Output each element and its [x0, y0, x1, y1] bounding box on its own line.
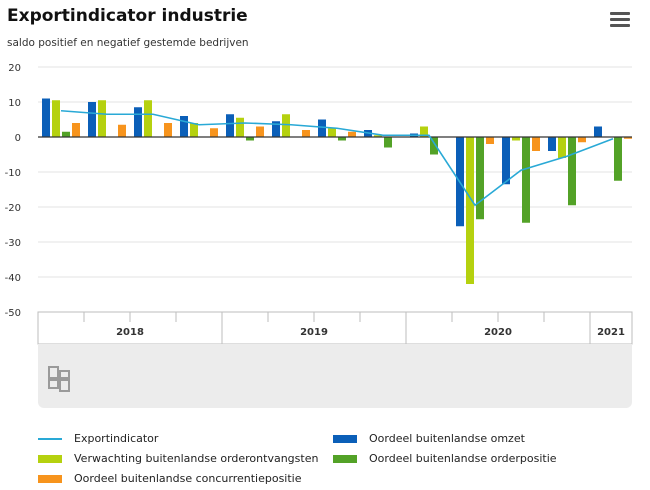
bar-verwachting[interactable]	[190, 123, 198, 137]
menu-bar	[610, 18, 630, 21]
legend-label: Exportindicator	[74, 432, 159, 445]
legend-item-orderpositie[interactable]: Oordeel buitenlandse orderpositie	[333, 452, 557, 465]
legend-item-omzet[interactable]: Oordeel buitenlandse omzet	[333, 432, 525, 445]
bar-orderpositie[interactable]	[338, 137, 346, 141]
bar-verwachting[interactable]	[282, 114, 290, 137]
bar-concurrentie[interactable]	[118, 124, 126, 137]
bar-verwachting[interactable]	[420, 126, 428, 138]
bar-concurrentie[interactable]	[348, 131, 356, 137]
year-label: 2018	[116, 327, 144, 338]
bar-verwachting[interactable]	[558, 137, 566, 158]
bar-orderpositie[interactable]	[62, 131, 70, 137]
legend-label: Verwachting buitenlandse orderontvangste…	[74, 452, 319, 465]
x-axis-band	[37, 311, 633, 345]
year-label: 2021	[597, 327, 625, 338]
bar-orderpositie[interactable]	[430, 137, 438, 155]
bar-verwachting[interactable]	[144, 100, 152, 137]
bar-omzet[interactable]	[548, 137, 556, 151]
bar-omzet[interactable]	[594, 126, 602, 138]
exportindicator-line[interactable]	[60, 109, 614, 207]
y-tick-label: -40	[5, 273, 21, 284]
bar-verwachting[interactable]	[98, 100, 106, 137]
hamburger-menu-icon[interactable]	[610, 12, 630, 30]
bar-orderpositie[interactable]	[246, 137, 254, 141]
bar-concurrentie[interactable]	[532, 137, 540, 151]
y-tick-label: -20	[5, 203, 21, 214]
y-tick-label: 20	[8, 63, 21, 74]
legend-label: Oordeel buitenlandse omzet	[369, 432, 525, 445]
bar-concurrentie[interactable]	[164, 123, 172, 137]
bar-concurrentie[interactable]	[210, 128, 218, 137]
legend-swatch	[38, 437, 62, 440]
bar-concurrentie[interactable]	[624, 137, 632, 139]
chart-subtitle: saldo positief en negatief gestemde bedr…	[7, 37, 249, 49]
chart-legend: Exportindicator Oordeel buitenlandse omze…	[38, 428, 638, 488]
chart-title: Exportindicator industrie	[7, 6, 248, 26]
legend-swatch	[38, 454, 62, 463]
bar-orderpositie[interactable]	[476, 137, 484, 220]
y-tick-label: -30	[5, 238, 21, 249]
menu-bar	[610, 24, 630, 27]
y-tick-label: -50	[5, 308, 21, 319]
bar-orderpositie[interactable]	[568, 137, 576, 206]
legend-label: Oordeel buitenlandse concurrentiepositie	[74, 472, 302, 485]
y-tick-label: 0	[15, 133, 21, 144]
bar-verwachting[interactable]	[466, 137, 474, 284]
legend-item-verwachting[interactable]: Verwachting buitenlandse orderontvangste…	[38, 452, 318, 465]
source-panel	[38, 344, 632, 408]
menu-bar	[610, 12, 630, 15]
bar-verwachting[interactable]	[328, 128, 336, 137]
bar-concurrentie[interactable]	[72, 123, 80, 137]
bar-verwachting[interactable]	[236, 117, 244, 137]
cbs-logo-icon	[48, 366, 70, 392]
legend-label: Oordeel buitenlandse orderpositie	[369, 452, 557, 465]
legend-swatch	[333, 434, 357, 443]
bar-concurrentie[interactable]	[302, 130, 310, 137]
y-tick-label: 10	[8, 98, 21, 109]
bar-omzet[interactable]	[180, 116, 188, 137]
chart-area: 20 10 0 -10 -20 -30 -40 -50 2018 2019 2020 2021	[5, 63, 633, 345]
y-tick-label: -10	[5, 168, 21, 179]
bar-orderpositie[interactable]	[522, 137, 530, 223]
legend-swatch	[333, 454, 357, 463]
legend-swatch	[38, 474, 62, 483]
bar-omzet[interactable]	[318, 119, 326, 138]
bar-verwachting[interactable]	[52, 100, 60, 137]
bar-concurrentie[interactable]	[256, 126, 264, 138]
bar-verwachting[interactable]	[374, 135, 382, 137]
bar-concurrentie[interactable]	[578, 137, 586, 143]
bar-orderpositie[interactable]	[384, 137, 392, 148]
year-label: 2019	[300, 327, 328, 338]
bar-concurrentie[interactable]	[486, 137, 494, 144]
legend-item-concurrentie[interactable]: Oordeel buitenlandse concurrentiepositie	[38, 472, 302, 485]
bar-omzet[interactable]	[134, 107, 142, 137]
bar-omzet[interactable]	[502, 137, 510, 185]
bar-verwachting[interactable]	[512, 137, 520, 141]
bar-omzet[interactable]	[88, 102, 96, 137]
bar-omzet[interactable]	[226, 114, 234, 137]
bar-orderpositie[interactable]	[614, 137, 622, 181]
legend-item-line[interactable]: Exportindicator	[38, 432, 158, 445]
bar-omzet[interactable]	[272, 121, 280, 137]
year-label: 2020	[484, 327, 512, 338]
bar-omzet[interactable]	[42, 98, 50, 138]
